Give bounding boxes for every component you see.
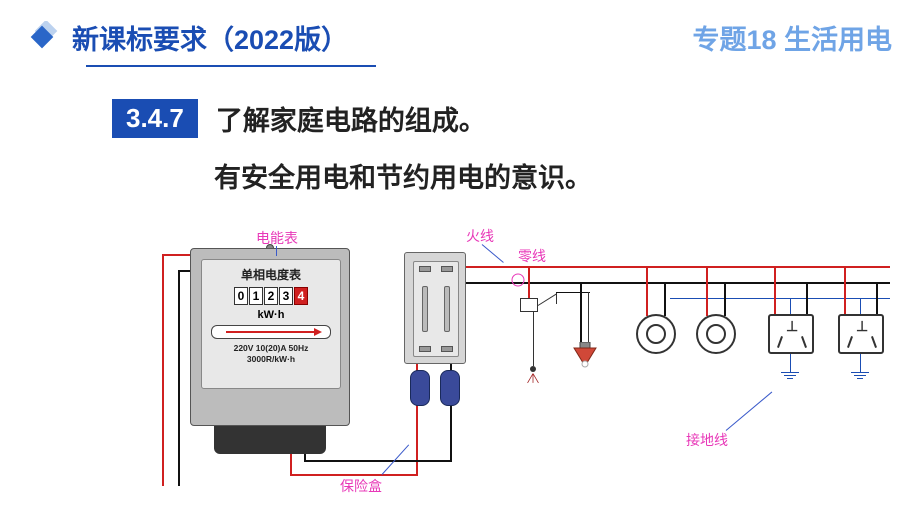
meter-title: 单相电度表 <box>241 266 301 283</box>
fuse-box <box>404 252 466 422</box>
neutral-in-vert <box>178 270 180 486</box>
meter-out-neutral-h <box>304 460 452 462</box>
meter-base <box>214 426 326 454</box>
slot-l <box>847 336 853 348</box>
fuse-slot-l <box>422 286 428 332</box>
socket2-live <box>706 266 708 316</box>
fuse-contact-tl <box>419 266 431 272</box>
pullswitch-live-drop <box>528 266 530 300</box>
meter-disc <box>211 325 331 339</box>
digit-2: 2 <box>264 287 278 305</box>
ground-bar <box>851 372 869 373</box>
lamp-icon <box>570 342 600 366</box>
meter-unit: kW·h <box>258 309 285 321</box>
section-number-badge: 3.4.7 <box>112 99 198 138</box>
fuse-contact-br <box>441 346 453 352</box>
diamond-icon <box>28 21 62 55</box>
ground-symbol-2 <box>851 370 869 379</box>
header-left: 新课标要求（2022版） <box>28 18 348 57</box>
ground-bar <box>857 378 863 379</box>
meter-digits: 0 1 2 3 4 <box>234 287 308 305</box>
energy-meter: 单相电度表 0 1 2 3 4 kW·h 220V 10(20)A 50Hz 3… <box>190 248 350 458</box>
lamp-live-drop <box>588 292 589 344</box>
label-neutral: 零线 <box>518 246 546 266</box>
meter-spec: 220V 10(20)A 50Hz 3000R/kW·h <box>234 343 309 365</box>
fuse-contact-bl <box>419 346 431 352</box>
title-right: 专题18 生活用电 <box>692 18 892 57</box>
circuit-diagram: 单相电度表 0 1 2 3 4 kW·h 220V 10(20)A 50Hz 3… <box>130 230 890 510</box>
section-line2: 有安全用电和节约用电的意识。 <box>214 156 920 195</box>
fuse-contact-tr <box>441 266 453 272</box>
square-socket-2: ⊥ <box>838 314 884 354</box>
pull-switch-cord <box>526 312 540 386</box>
section-line1: 了解家庭电路的组成。 <box>216 99 486 138</box>
fuse-body <box>404 252 466 364</box>
fuse-cartridge-l <box>410 370 430 406</box>
ground-bar <box>781 372 799 373</box>
ground-bar <box>784 375 796 376</box>
digit-3: 3 <box>279 287 293 305</box>
label-live: 火线 <box>466 226 494 246</box>
sq2-neutral <box>876 282 878 316</box>
live-wire-bus <box>444 266 890 268</box>
pull-switch-block <box>520 298 538 312</box>
meter-spec1: 220V 10(20)A 50Hz <box>234 343 309 354</box>
sq2-live <box>844 266 846 316</box>
fuse-slot-r <box>444 286 450 332</box>
socket1-neutral <box>664 282 666 316</box>
round-socket-2 <box>696 314 736 354</box>
ground-bar <box>854 375 866 376</box>
fuse-cartridge-r <box>440 370 460 406</box>
slot-l <box>777 336 783 348</box>
label-live-line <box>482 244 504 263</box>
meter-body: 单相电度表 0 1 2 3 4 kW·h 220V 10(20)A 50Hz 3… <box>190 248 350 426</box>
lamp-live-h <box>556 292 590 293</box>
digit-4: 4 <box>294 287 308 305</box>
ground-slot-icon: ⊥ <box>856 318 868 335</box>
title-left: 新课标要求（2022版） <box>72 18 348 57</box>
label-ground-line <box>726 392 773 431</box>
meter-spec2: 3000R/kW·h <box>234 354 309 365</box>
round-socket-1 <box>636 314 676 354</box>
pull-switch-arm <box>538 293 557 306</box>
section-heading: 3.4.7 了解家庭电路的组成。 <box>112 99 920 138</box>
ground-slot-icon: ⊥ <box>786 318 798 335</box>
socket-hole-icon <box>646 324 666 344</box>
meter-arrow-icon <box>226 331 316 333</box>
socket2-neutral <box>724 282 726 316</box>
label-ground: 接地线 <box>686 430 728 450</box>
pullswitch-out <box>556 292 557 304</box>
slide-header: 新课标要求（2022版） 专题18 生活用电 <box>0 0 920 65</box>
socket-hole-icon <box>706 324 726 344</box>
slot-r <box>871 336 877 348</box>
neutral-circle-icon <box>510 272 526 288</box>
live-in-vert <box>162 254 164 486</box>
digit-1: 1 <box>249 287 263 305</box>
digit-0: 0 <box>234 287 248 305</box>
label-meter: 电能表 <box>256 228 298 248</box>
content-block: 3.4.7 了解家庭电路的组成。 有安全用电和节约用电的意识。 <box>0 67 920 195</box>
pull-cord <box>533 312 534 366</box>
slot-r <box>801 336 807 348</box>
pull-tassel-icon <box>526 372 540 386</box>
sq1-neutral <box>806 282 808 316</box>
label-meter-line <box>276 246 277 256</box>
fuse-inner <box>413 261 459 357</box>
meter-face: 单相电度表 0 1 2 3 4 kW·h 220V 10(20)A 50Hz 3… <box>201 259 341 389</box>
ground-bar <box>787 378 793 379</box>
ground-wire-bus <box>670 298 890 299</box>
label-fusebox: 保险盒 <box>340 476 382 496</box>
socket1-live <box>646 266 648 316</box>
square-socket-1: ⊥ <box>768 314 814 354</box>
sq1-live <box>774 266 776 316</box>
ground-symbol-1 <box>781 370 799 379</box>
